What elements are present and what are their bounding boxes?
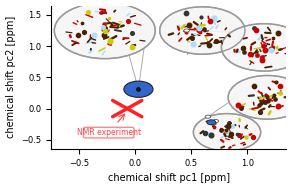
- Circle shape: [207, 120, 216, 125]
- Circle shape: [54, 2, 155, 59]
- Circle shape: [124, 81, 153, 97]
- Circle shape: [205, 115, 211, 118]
- X-axis label: chemical shift pc1 [ppm]: chemical shift pc1 [ppm]: [108, 174, 230, 184]
- Circle shape: [193, 114, 261, 151]
- Text: NMR experiment: NMR experiment: [77, 128, 141, 137]
- Circle shape: [213, 119, 219, 123]
- Circle shape: [221, 24, 292, 71]
- Circle shape: [160, 7, 245, 54]
- Circle shape: [184, 29, 190, 32]
- Circle shape: [211, 122, 216, 125]
- FancyBboxPatch shape: [84, 127, 134, 138]
- Y-axis label: chemical shift pc2 [ppm]: chemical shift pc2 [ppm]: [6, 16, 15, 139]
- Circle shape: [228, 75, 292, 119]
